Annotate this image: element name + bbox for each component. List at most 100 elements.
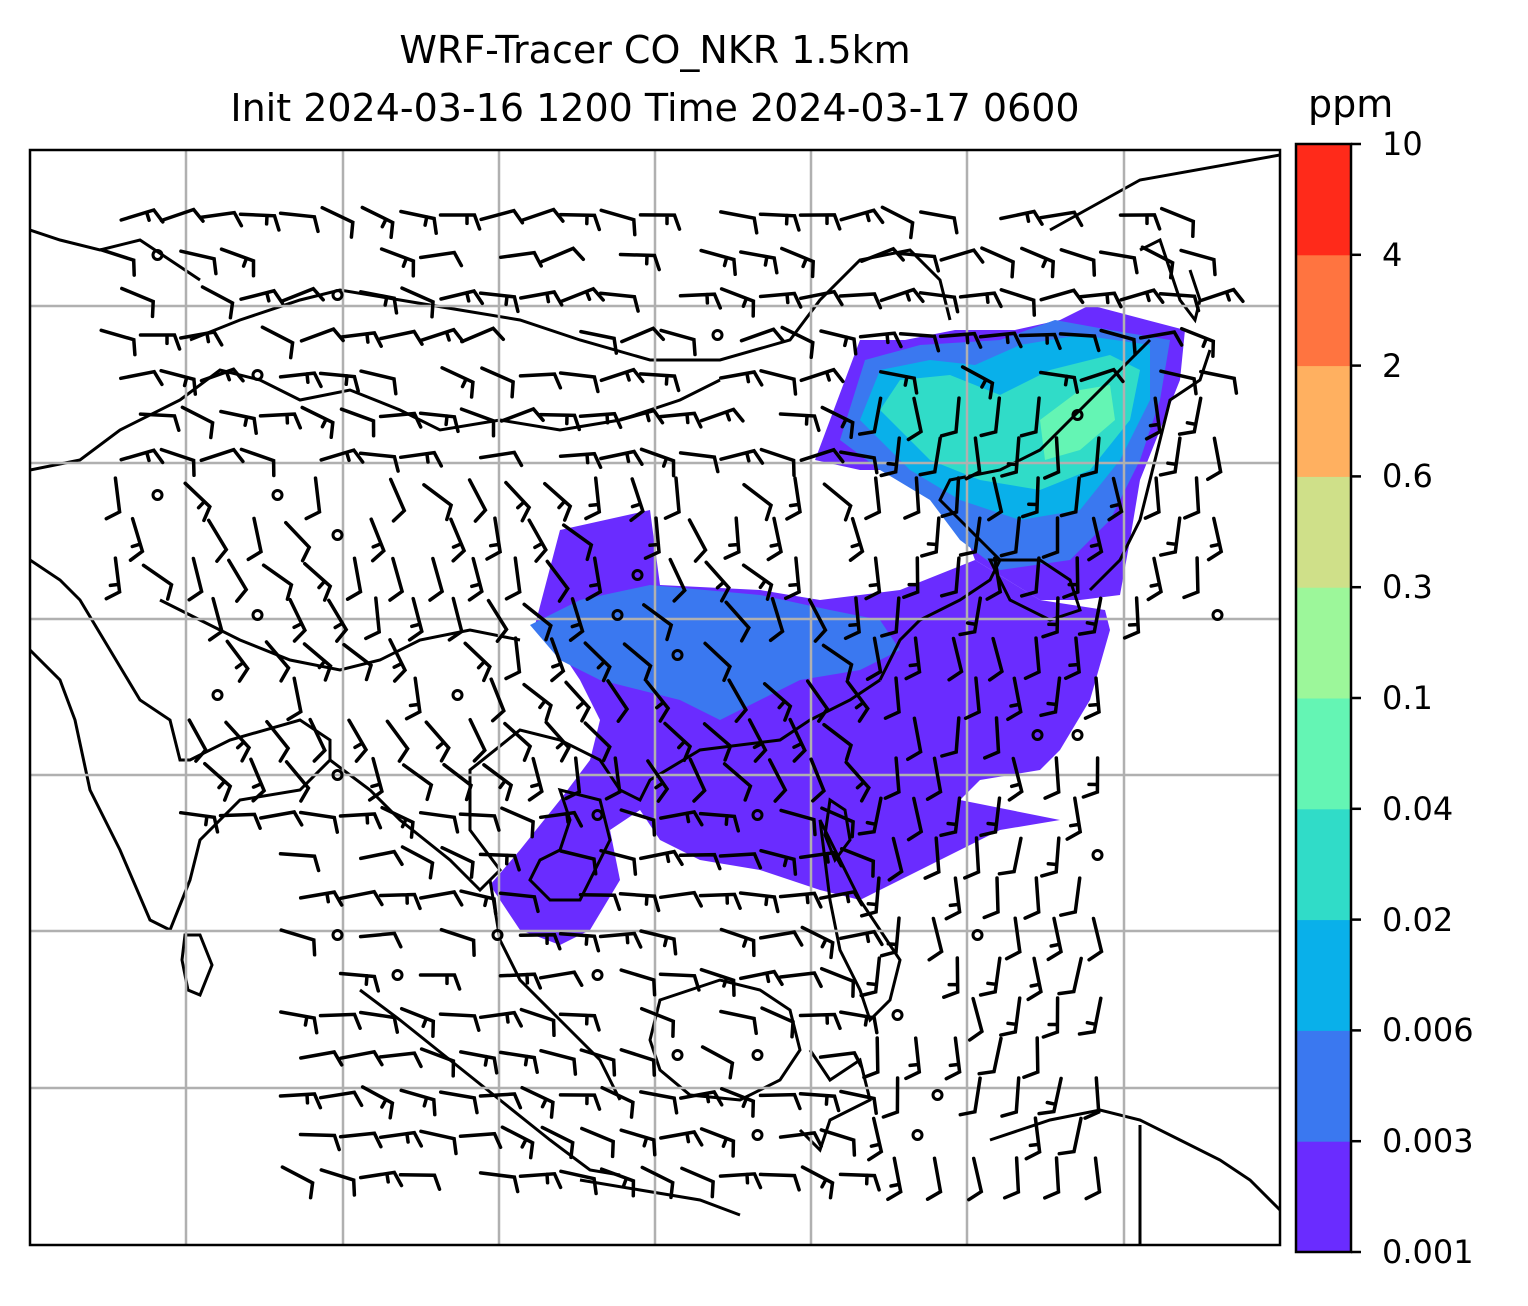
wind-barb — [880, 596, 901, 638]
wind-barb — [798, 1092, 841, 1113]
wind-barb — [259, 810, 304, 827]
colorbar-segment — [1296, 144, 1351, 256]
wind-barb — [504, 636, 522, 681]
wind-barb — [1062, 556, 1080, 600]
wind-barb — [304, 476, 322, 521]
wind-barb — [598, 291, 640, 313]
wind-barb — [880, 205, 915, 240]
wind-barb — [359, 849, 404, 867]
wind-barb — [642, 603, 674, 642]
wind-barb — [699, 967, 736, 997]
wind-barb — [1158, 291, 1201, 313]
wind-barb — [758, 212, 801, 232]
wind-barb — [1000, 436, 1021, 478]
wind-barb — [558, 931, 601, 953]
wind-barb — [859, 876, 881, 918]
wind-barb — [504, 556, 522, 601]
wind-barb — [379, 247, 416, 278]
wind-barb — [977, 1036, 1003, 1076]
wind-barb — [1158, 436, 1182, 477]
wind-barb — [1004, 916, 1022, 961]
wind-barb — [458, 1131, 503, 1150]
wind-barb — [979, 396, 1002, 438]
wind-barb — [739, 250, 779, 275]
wind-barb — [639, 1090, 679, 1115]
wind-barb — [1159, 516, 1182, 557]
wind-barb — [246, 516, 263, 562]
wind-barb — [180, 405, 215, 440]
wind-barb — [1019, 556, 1041, 598]
wind-barb — [519, 207, 565, 223]
wind-barb — [967, 996, 984, 1042]
wind-barb — [468, 717, 487, 763]
map-frame — [28, 148, 1282, 1247]
wind-barb — [859, 956, 882, 998]
wind-barb — [104, 476, 122, 521]
wind-barb — [939, 796, 962, 838]
wind-barb — [280, 1165, 315, 1200]
wind-barb — [338, 812, 383, 830]
wind-barb — [440, 845, 475, 879]
wind-barb — [585, 556, 603, 601]
wind-barb — [619, 1048, 657, 1077]
wind-barb — [179, 249, 218, 276]
wind-barb — [807, 598, 828, 643]
colorbar-tick-label: 0.3 — [1382, 568, 1433, 607]
wind-barb — [1183, 476, 1201, 520]
wind-barb — [898, 331, 941, 353]
wind-barb — [561, 523, 594, 562]
wind-barb — [1058, 332, 1101, 353]
wind-barb — [486, 598, 509, 643]
wind-barb — [519, 1007, 556, 1038]
wind-barb — [1026, 956, 1043, 1002]
wind-barb — [1024, 1116, 1042, 1161]
wind-barb — [620, 326, 666, 344]
wind-barb — [645, 679, 671, 723]
wind-barb — [319, 448, 365, 464]
coast-borneo — [648, 978, 802, 1102]
colorbar-tick-label: 10 — [1382, 125, 1423, 163]
wind-barb — [367, 756, 384, 802]
wind-barb — [1059, 876, 1082, 917]
wind-barb — [758, 930, 804, 947]
wind-barb — [1000, 1076, 1021, 1118]
wind-barb — [260, 325, 295, 360]
wind-barb — [758, 291, 803, 309]
wind-barb — [183, 481, 212, 523]
wind-barb — [925, 756, 943, 801]
wind-barb — [345, 556, 363, 601]
wind-barb — [580, 1126, 615, 1159]
border-china-west — [30, 368, 721, 472]
wind-barb — [898, 251, 941, 273]
wind-barb — [999, 516, 1021, 558]
wind-barb — [278, 211, 320, 234]
wind-barb — [459, 889, 498, 916]
wind-barb — [1007, 756, 1024, 802]
wind-barb — [1041, 596, 1060, 639]
calm-wind-marker — [451, 689, 464, 701]
calm-wind-marker — [491, 929, 504, 941]
wind-barb — [338, 1131, 383, 1149]
wind-barb — [539, 1048, 578, 1076]
wind-barb — [663, 476, 681, 520]
calm-wind-marker — [1071, 729, 1084, 741]
wind-barb — [559, 849, 598, 876]
wind-barb — [858, 331, 903, 349]
wind-barb — [338, 971, 381, 993]
wind-barb — [379, 329, 424, 346]
wind-barb — [398, 450, 444, 468]
wind-barb — [678, 852, 722, 871]
wind-barb — [380, 805, 415, 839]
wind-barb — [578, 893, 622, 912]
wind-barb — [700, 1045, 735, 1080]
wind-barb — [963, 676, 981, 721]
wind-barb — [1059, 248, 1097, 277]
wind-barb — [886, 1156, 903, 1202]
wind-barb — [643, 516, 661, 560]
colorbar-ticks — [1351, 142, 1361, 1254]
wind-barb — [522, 602, 553, 642]
wind-barb — [1087, 916, 1104, 962]
calm-wind-marker — [931, 1089, 944, 1101]
wind-barb — [820, 806, 855, 839]
calm-wind-marker — [271, 489, 284, 501]
